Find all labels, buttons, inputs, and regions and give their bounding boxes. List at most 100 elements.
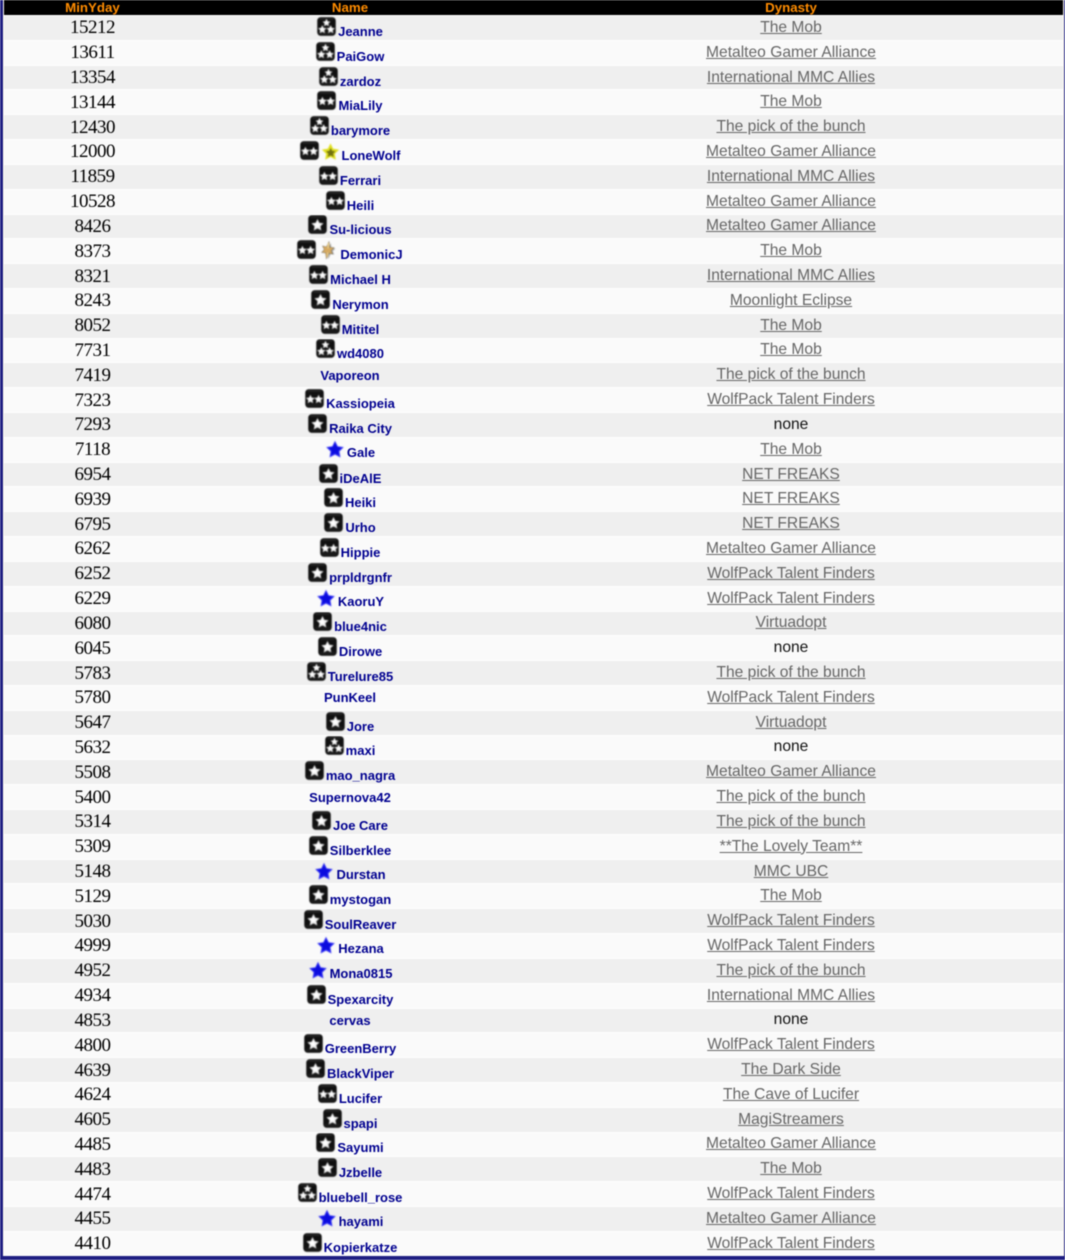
dynasty-link[interactable]: WolfPack Talent Finders <box>707 589 875 607</box>
player-name[interactable]: Vaporeon <box>320 367 380 383</box>
dynasty-link[interactable]: The Mob <box>760 18 822 36</box>
column-header-name[interactable]: Name <box>181 0 519 15</box>
player-name[interactable]: spapi <box>343 1115 378 1131</box>
dynasty-link[interactable]: NET FREAKS <box>742 465 840 483</box>
player-name[interactable]: KaoruY <box>337 594 385 610</box>
dynasty-link[interactable]: The pick of the bunch <box>716 961 866 979</box>
dynasty-link[interactable]: The pick of the bunch <box>716 812 866 830</box>
player-name[interactable]: Gale <box>346 445 376 461</box>
player-name[interactable]: GreenBerry <box>324 1041 397 1057</box>
dynasty-link[interactable]: WolfPack Talent Finders <box>707 1185 875 1203</box>
dynasty-link[interactable]: The pick of the bunch <box>716 118 866 136</box>
player-name[interactable]: Jeanne <box>338 23 383 39</box>
player-name-cell: Supernova42 <box>181 784 519 809</box>
dynasty-link[interactable]: MMC UBC <box>753 862 829 880</box>
player-name[interactable]: hayami <box>338 1214 384 1230</box>
player-name[interactable]: Turelure85 <box>327 669 394 685</box>
player-name[interactable]: cervas <box>329 1012 371 1028</box>
dynasty-link[interactable]: WolfPack Talent Finders <box>707 936 875 954</box>
dynasty-link[interactable]: The pick of the bunch <box>716 664 866 682</box>
dynasty-link[interactable]: Metalteo Gamer Alliance <box>706 142 876 160</box>
dynasty-link[interactable]: The Mob <box>760 440 822 458</box>
player-name[interactable]: Hezana <box>338 941 384 957</box>
player-name[interactable]: Lucifer <box>338 1090 383 1106</box>
player-name[interactable]: MiaLily <box>338 98 383 114</box>
dynasty-link[interactable]: WolfPack Talent Finders <box>707 1036 875 1054</box>
dynasty-link[interactable]: MagiStreamers <box>738 1110 844 1128</box>
dynasty-link[interactable]: The Cave of Lucifer <box>722 1085 860 1103</box>
dynasty-link[interactable]: NET FREAKS <box>742 515 840 533</box>
player-name[interactable]: Urho <box>345 520 376 536</box>
player-name[interactable]: Heiki <box>344 495 377 511</box>
dynasty-link[interactable]: WolfPack Talent Finders <box>707 1234 875 1252</box>
player-name[interactable]: Durstan <box>336 867 386 883</box>
column-header-minyday[interactable]: MinYday <box>4 0 181 15</box>
dynasty-link[interactable]: The Mob <box>760 93 822 111</box>
player-name[interactable]: maxi <box>345 743 376 759</box>
column-header-dynasty[interactable]: Dynasty <box>519 0 1063 15</box>
dynasty-link[interactable]: The Mob <box>760 887 822 905</box>
player-name[interactable]: Heili <box>346 197 375 213</box>
dynasty-link[interactable]: WolfPack Talent Finders <box>707 391 875 409</box>
dynasty-link[interactable]: Metalteo Gamer Alliance <box>706 192 876 210</box>
player-name[interactable]: wd4080 <box>337 346 384 362</box>
player-name[interactable]: LoneWolf <box>341 147 401 163</box>
player-name[interactable]: Kopierkatze <box>323 1239 398 1255</box>
dynasty-link[interactable]: The pick of the bunch <box>716 366 866 384</box>
player-name[interactable]: blue4nic <box>334 619 387 635</box>
player-name[interactable]: mao_nagra <box>325 768 396 784</box>
dynasty-link[interactable]: NET FREAKS <box>742 490 840 508</box>
player-name[interactable]: Kassiopeia <box>326 396 395 412</box>
dynasty-link[interactable]: WolfPack Talent Finders <box>707 688 875 706</box>
dynasty-link[interactable]: Metalteo Gamer Alliance <box>706 763 876 781</box>
dynasty-link[interactable]: Virtuadopt <box>755 713 827 731</box>
player-name[interactable]: PaiGow <box>336 48 385 64</box>
dynasty-link[interactable]: **The Lovely Team** <box>719 837 863 855</box>
player-name[interactable]: bluebell_rose <box>318 1190 403 1206</box>
player-name[interactable]: Raika City <box>329 420 392 436</box>
player-name[interactable]: Hippie <box>340 544 381 560</box>
player-name[interactable]: Dirowe <box>338 644 383 660</box>
dynasty-link[interactable]: Metalteo Gamer Alliance <box>706 1135 876 1153</box>
dynasty-link[interactable]: WolfPack Talent Finders <box>707 912 875 930</box>
player-name[interactable]: SoulReaver <box>324 917 397 933</box>
player-name[interactable]: zardoz <box>339 73 382 89</box>
dynasty-link[interactable]: Metalteo Gamer Alliance <box>706 1209 876 1227</box>
dynasty-link[interactable]: The Mob <box>760 341 822 359</box>
player-name[interactable]: Jore <box>346 718 375 734</box>
dynasty-link[interactable]: Metalteo Gamer Alliance <box>706 539 876 557</box>
dynasty-link[interactable]: WolfPack Talent Finders <box>707 564 875 582</box>
dynasty-link[interactable]: Moonlight Eclipse <box>729 291 853 309</box>
player-name[interactable]: Spexarcity <box>327 991 394 1007</box>
player-name[interactable]: Sayumi <box>337 1140 384 1156</box>
player-name[interactable]: Silberklee <box>329 842 392 858</box>
dynasty-link[interactable]: The Mob <box>760 242 822 260</box>
player-name[interactable]: iDeAlE <box>339 470 382 486</box>
player-name[interactable]: Joe Care <box>333 817 388 833</box>
player-name[interactable]: DemonicJ <box>340 247 403 263</box>
player-name[interactable]: Ferrari <box>339 172 382 188</box>
dynasty-link[interactable]: Metalteo Gamer Alliance <box>706 43 876 61</box>
player-name[interactable]: PunKeel <box>323 690 376 706</box>
dynasty-link[interactable]: International MMC Allies <box>706 267 876 285</box>
player-name[interactable]: Jzbelle <box>338 1165 383 1181</box>
dynasty-link[interactable]: International MMC Allies <box>706 68 876 86</box>
dynasty-link[interactable]: Virtuadopt <box>755 614 827 632</box>
dynasty-link[interactable]: The Dark Side <box>741 1061 841 1079</box>
player-name[interactable]: Mititel <box>341 321 380 337</box>
player-name[interactable]: Supernova42 <box>309 789 391 805</box>
player-name[interactable]: barymore <box>330 123 391 139</box>
player-name[interactable]: BlackViper <box>327 1066 394 1082</box>
dynasty-link[interactable]: The Mob <box>760 316 822 334</box>
dynasty-link[interactable]: International MMC Allies <box>706 167 876 185</box>
dynasty-link[interactable]: The Mob <box>760 1160 822 1178</box>
player-name[interactable]: Su-licious <box>329 222 392 238</box>
player-name[interactable]: Nerymon <box>332 296 389 312</box>
player-name[interactable]: prpldrgnfr <box>329 569 392 585</box>
player-name[interactable]: Mona0815 <box>329 966 393 982</box>
dynasty-link[interactable]: International MMC Allies <box>706 986 876 1004</box>
player-name[interactable]: mystogan <box>329 892 392 908</box>
dynasty-link[interactable]: Metalteo Gamer Alliance <box>706 217 876 235</box>
dynasty-link[interactable]: The pick of the bunch <box>716 788 866 806</box>
player-name[interactable]: Michael H <box>330 272 391 288</box>
